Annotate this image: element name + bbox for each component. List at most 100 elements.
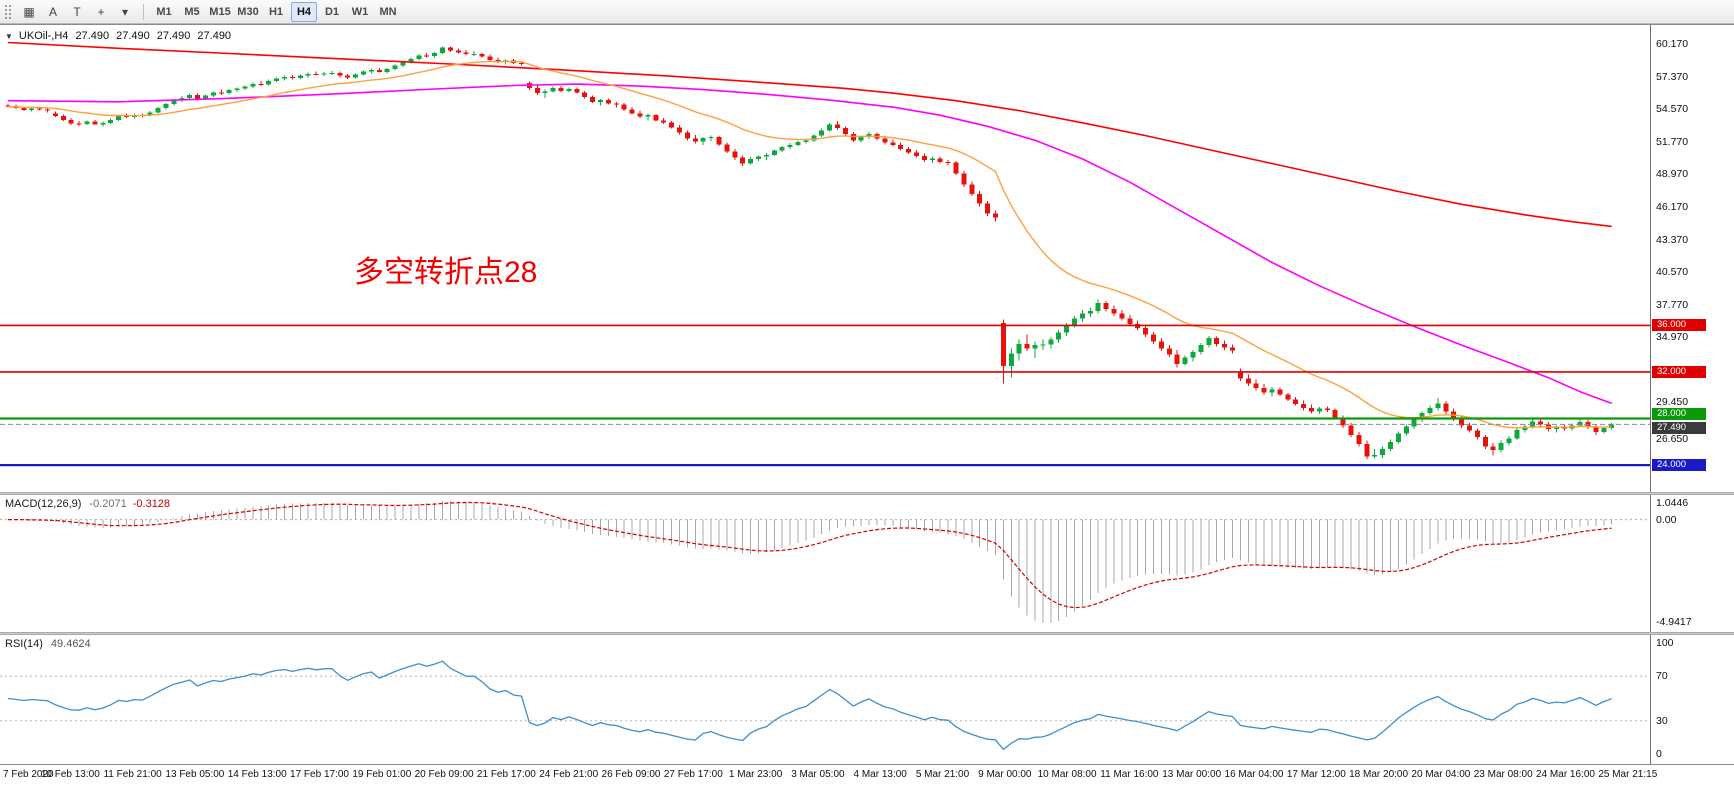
ma-orange-line <box>7 60 1612 429</box>
macd-axis[interactable]: 1.0446 0.00 -4.9417 <box>1650 495 1734 632</box>
toolbar-separator <box>143 3 144 20</box>
time-axis-label: 25 Mar 21:15 <box>1598 769 1658 780</box>
price-line-badge-32.000: 32.000 <box>1652 365 1706 378</box>
macd-main-value: -0.2071 <box>89 498 127 510</box>
macd-panel: MACD(12,26,9) -0.2071 -0.3128 1.0446 0.00 -4… <box>0 495 1734 632</box>
annotation-t-icon[interactable]: T <box>73 4 81 19</box>
cursor-dropdown-arrow-icon[interactable]: ▾ <box>121 4 129 19</box>
price-axis[interactable]: 60.170 57.370 54.570 51.770 48.970 46.170 43.3… <box>1650 25 1734 492</box>
price-line-badge-28.000: 28.000 <box>1652 407 1706 420</box>
price-tick-label: 51.770 <box>1656 135 1689 148</box>
macd-title: MACD(12,26,9) <box>5 498 82 510</box>
time-axis-label: 10 Mar 08:00 <box>1037 769 1097 780</box>
time-axis-label: 13 Feb 05:00 <box>165 769 225 780</box>
rsi-chart <box>0 660 1650 751</box>
toolbar-icons-group: ▦ A T + ▾ <box>17 2 137 22</box>
price-tick-label: 48.970 <box>1656 168 1689 181</box>
time-axis-label: 7 Feb 2020 <box>3 769 54 780</box>
time-axis-label: 26 Feb 09:00 <box>601 769 661 780</box>
rsi-axis-label-100: 100 <box>1656 637 1674 649</box>
time-axis-label: 4 Mar 13:00 <box>853 769 907 780</box>
ma-red-line <box>7 41 1612 228</box>
toolbar-grip[interactable] <box>4 3 12 20</box>
time-axis-label: 14 Feb 13:00 <box>227 769 287 780</box>
timeframe-button-m1[interactable]: M1 <box>156 5 172 18</box>
macd-label: MACD(12,26,9) -0.2071 -0.3128 <box>5 498 170 510</box>
price-tick-label: 54.570 <box>1656 103 1689 116</box>
timeframe-button-m15[interactable]: M15 <box>209 5 231 18</box>
rsi-line <box>7 660 1612 751</box>
ohlc-low-value: 27.490 <box>156 30 191 42</box>
price-tick-label: 26.650 <box>1656 433 1689 446</box>
macd-axis-zero: 0.00 <box>1656 513 1677 526</box>
time-axis-label: 23 Mar 08:00 <box>1473 769 1533 780</box>
timeframe-button-h1[interactable]: H1 <box>268 5 284 18</box>
crosshair-cursor-icon[interactable]: + <box>97 4 105 19</box>
macd-axis-max: 1.0446 <box>1656 497 1689 509</box>
timeframe-button-m5[interactable]: M5 <box>184 5 200 18</box>
price-tick-label: 57.370 <box>1656 70 1689 83</box>
current-price-badge: 27.490 <box>1652 422 1706 435</box>
splitter-main-macd[interactable] <box>0 492 1734 495</box>
symbol-period-label: UKOil-,H4 <box>18 30 69 42</box>
price-line-badge-24.000: 24.000 <box>1652 459 1706 472</box>
price-tick-label: 60.170 <box>1656 38 1689 50</box>
rsi-title: RSI(14) <box>5 638 43 650</box>
time-axis-label: 5 Mar 21:00 <box>915 769 970 780</box>
timeframe-button-h4[interactable]: H4 <box>291 1 317 22</box>
ohlc-high-value: 27.490 <box>116 30 150 42</box>
timeframe-button-d1[interactable]: D1 <box>324 5 340 18</box>
chart-grid-icon[interactable]: ▦ <box>23 4 35 19</box>
time-axis-label: 9 Mar 00:00 <box>978 769 1032 780</box>
symbol-collapse-icon[interactable]: ▼ <box>5 31 13 41</box>
time-axis-label: 1 Mar 23:00 <box>728 769 783 780</box>
time-axis-label: 27 Feb 17:00 <box>663 769 723 780</box>
time-axis-label: 18 Mar 20:00 <box>1349 769 1409 780</box>
rsi-value: 49.4624 <box>50 638 91 650</box>
time-axis-label: 19 Feb 01:00 <box>352 769 412 780</box>
rsi-axis-label-30: 30 <box>1656 714 1668 727</box>
timeframe-button-w1[interactable]: W1 <box>351 5 369 18</box>
price-tick-label: 40.570 <box>1656 266 1689 279</box>
time-axis-label: 20 Mar 04:00 <box>1411 769 1471 780</box>
main-chart-panel: ▼ UKOil-,H4 27.490 27.490 27.490 27.490 … <box>0 24 1734 492</box>
toolbar: ▦ A T + ▾ M1 M5 M15 M30 H1 H4 D1 W1 MN <box>0 0 1734 24</box>
time-axis[interactable]: 7 Feb 2020 10 Feb 13:00 11 Feb 21:00 13 Feb… <box>0 764 1734 786</box>
chart-header: ▼ UKOil-,H4 27.490 27.490 27.490 27.490 <box>5 30 231 42</box>
time-axis-label: 24 Mar 16:00 <box>1536 769 1595 780</box>
price-tick-label: 29.450 <box>1656 395 1689 408</box>
time-axis-label: 21 Feb 17:00 <box>476 769 536 780</box>
chart-text-annotation[interactable]: 多空转折点28 <box>354 256 538 289</box>
price-tick-label: 43.370 <box>1656 233 1689 246</box>
annotation-a-icon[interactable]: A <box>48 4 57 19</box>
time-axis-label: 11 Feb 21:00 <box>103 769 162 780</box>
time-axis-label: 24 Feb 21:00 <box>539 769 599 780</box>
time-axis-label: 17 Mar 12:00 <box>1286 769 1346 780</box>
ma-magenta-line <box>7 83 1612 405</box>
rsi-axis-label-0: 0 <box>1656 748 1662 760</box>
timeframe-button-m30[interactable]: M30 <box>237 5 259 18</box>
macd-signal-value: -0.3128 <box>132 498 171 510</box>
splitter-macd-rsi[interactable] <box>0 632 1734 635</box>
ohlc-open-value: 27.490 <box>75 30 110 42</box>
price-tick-label: 34.970 <box>1656 331 1689 344</box>
time-axis-label: 13 Mar 00:00 <box>1162 769 1222 780</box>
rsi-axis[interactable]: 100 70 30 0 <box>1650 635 1734 764</box>
rsi-panel: RSI(14) 49.4624 100 70 30 0 <box>0 635 1734 764</box>
rsi-axis-label-70: 70 <box>1656 670 1668 683</box>
price-tick-label: 37.770 <box>1656 298 1689 311</box>
time-axis-label: 3 Mar 05:00 <box>791 769 845 780</box>
price-line-badge-36.000: 36.000 <box>1652 319 1706 332</box>
macd-signal-line <box>8 501 1612 609</box>
ohlc-close-value: 27.490 <box>197 30 232 42</box>
macd-axis-min: -4.9417 <box>1656 616 1692 628</box>
time-axis-label: 20 Feb 09:00 <box>414 769 474 780</box>
time-axis-label: 16 Mar 04:00 <box>1224 769 1284 780</box>
price-tick-label: 46.170 <box>1656 201 1689 213</box>
candles-layer <box>5 46 1615 459</box>
timeframe-buttons-group: M1 M5 M15 M30 H1 H4 D1 W1 MN <box>150 1 402 22</box>
candlestick-chart <box>0 41 1650 467</box>
timeframe-button-mn[interactable]: MN <box>379 5 397 18</box>
time-axis-label: 17 Feb 17:00 <box>290 769 349 780</box>
